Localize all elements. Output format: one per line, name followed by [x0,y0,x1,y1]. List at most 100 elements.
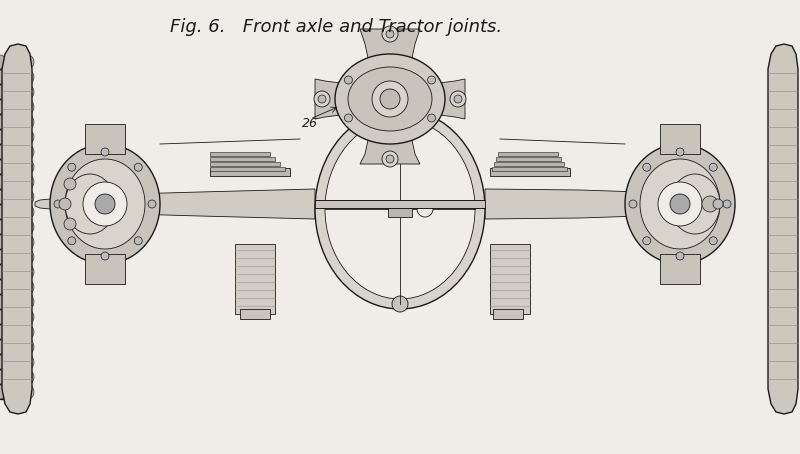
Ellipse shape [22,280,34,294]
Ellipse shape [0,280,6,294]
Circle shape [676,252,684,260]
Circle shape [101,252,109,260]
Bar [315,200,485,208]
Circle shape [670,194,690,214]
Ellipse shape [50,144,160,264]
Ellipse shape [0,115,6,129]
Ellipse shape [0,265,6,279]
Ellipse shape [22,235,34,249]
Circle shape [68,163,76,171]
Ellipse shape [315,109,485,309]
Polygon shape [360,29,420,67]
Circle shape [68,237,76,245]
Ellipse shape [0,220,6,234]
Ellipse shape [22,295,34,309]
Bar [490,168,570,176]
Bar [210,167,285,171]
Circle shape [394,108,406,120]
Bar [85,124,125,154]
Ellipse shape [625,144,735,264]
Polygon shape [768,44,798,414]
Ellipse shape [22,70,34,84]
Text: 26: 26 [302,117,318,130]
Circle shape [642,163,650,171]
Circle shape [386,155,394,163]
Polygon shape [315,79,348,119]
Circle shape [380,89,400,109]
Ellipse shape [335,54,445,144]
Circle shape [64,178,76,190]
Bar [494,162,564,166]
Ellipse shape [0,325,6,339]
Ellipse shape [0,130,6,144]
Ellipse shape [0,355,6,369]
Ellipse shape [22,115,34,129]
Ellipse shape [670,174,720,234]
Ellipse shape [0,100,6,114]
Bar [210,168,290,176]
Ellipse shape [22,85,34,99]
Bar [660,254,700,284]
Ellipse shape [22,355,34,369]
Circle shape [54,200,62,208]
Circle shape [95,194,115,214]
Ellipse shape [65,174,115,234]
Ellipse shape [22,130,34,144]
Circle shape [427,114,435,122]
Ellipse shape [22,325,34,339]
Circle shape [101,148,109,156]
Bar [660,124,700,154]
Ellipse shape [22,340,34,354]
Ellipse shape [22,265,34,279]
Circle shape [64,218,76,230]
Ellipse shape [348,67,432,131]
Ellipse shape [0,340,6,354]
Ellipse shape [0,160,6,174]
Polygon shape [360,131,420,164]
Circle shape [676,148,684,156]
Circle shape [417,201,433,217]
Bar [0,59,28,399]
Circle shape [723,200,731,208]
Circle shape [702,196,718,212]
Bar [388,201,412,217]
Ellipse shape [22,205,34,219]
Ellipse shape [22,250,34,264]
Ellipse shape [325,119,475,299]
Circle shape [710,163,718,171]
Ellipse shape [0,295,6,309]
Ellipse shape [0,370,6,384]
Bar [210,162,280,166]
Ellipse shape [0,190,6,204]
Bar [498,152,558,156]
Ellipse shape [0,55,6,69]
Circle shape [345,76,353,84]
Circle shape [83,182,127,226]
Bar [490,244,530,314]
Ellipse shape [22,385,34,399]
Ellipse shape [0,175,6,189]
Ellipse shape [640,159,720,249]
Polygon shape [432,79,465,119]
Circle shape [427,76,435,84]
Ellipse shape [0,85,6,99]
Ellipse shape [22,55,34,69]
Circle shape [642,237,650,245]
Ellipse shape [0,385,6,399]
Circle shape [134,237,142,245]
Ellipse shape [22,175,34,189]
Circle shape [382,26,398,42]
Polygon shape [35,189,315,219]
Ellipse shape [0,235,6,249]
Ellipse shape [22,220,34,234]
Bar [496,157,561,161]
Ellipse shape [0,70,6,84]
Circle shape [345,114,353,122]
Ellipse shape [22,310,34,324]
Circle shape [658,182,702,226]
Bar [85,254,125,284]
Circle shape [450,91,466,107]
Ellipse shape [22,370,34,384]
Circle shape [713,199,723,209]
Circle shape [134,163,142,171]
